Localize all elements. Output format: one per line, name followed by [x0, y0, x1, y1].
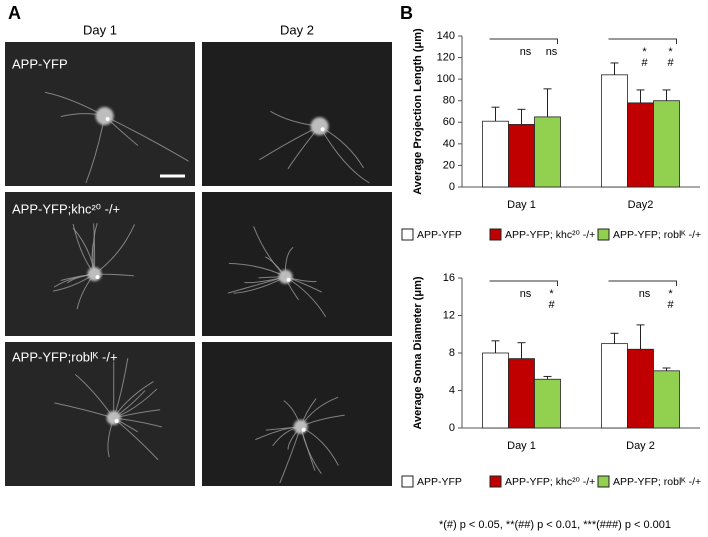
significance-label: ns	[520, 288, 532, 300]
y-axis-label: Average Projection Length (μm)	[412, 28, 424, 195]
error-bar	[636, 324, 645, 350]
panel-label: A	[8, 3, 21, 23]
y-tick-label: 140	[437, 30, 455, 42]
image-label: APP-YFP	[12, 56, 68, 71]
error-bar	[517, 342, 526, 359]
error-bar	[610, 332, 619, 344]
significance-label: ns	[546, 46, 558, 58]
legend-swatch	[489, 475, 502, 488]
legend-label: APP-YFP; khc²⁰ -/+	[505, 476, 595, 488]
error-bar	[543, 88, 552, 117]
significance-label: ns	[520, 46, 532, 58]
significance-label: *	[668, 288, 673, 300]
significance-label: #	[667, 299, 674, 311]
panel-label: B	[400, 3, 413, 23]
soma-spot	[114, 418, 119, 423]
micrograph	[202, 192, 392, 336]
soma	[310, 117, 329, 136]
image-label: APP-YFP;khc²⁰ -/+	[12, 201, 120, 216]
bar	[653, 100, 680, 188]
significance-bracket	[608, 280, 677, 286]
soma-spot	[95, 275, 100, 280]
legend-label: APP-YFP; roblᴷ -/+	[613, 229, 701, 241]
legend-swatch	[597, 228, 610, 241]
neurite	[104, 115, 189, 162]
error-bar	[517, 108, 526, 125]
y-tick-label: 16	[443, 272, 455, 284]
legend-swatch	[597, 475, 610, 488]
y-tick-label: 8	[449, 347, 455, 359]
soma	[95, 107, 114, 126]
legend-label: APP-YFP	[417, 476, 462, 488]
error-bar	[491, 106, 500, 122]
soma-spot	[105, 117, 110, 122]
significance-bracket	[608, 38, 677, 44]
soma	[106, 410, 121, 425]
significance-label: *	[549, 288, 554, 300]
significance-label: #	[667, 57, 674, 69]
soma-spot	[301, 427, 306, 432]
error-bar	[662, 89, 671, 101]
column-label: Day 1	[83, 22, 117, 37]
significance-label: #	[641, 57, 648, 69]
y-tick-label: 12	[443, 309, 455, 321]
y-tick-label: 80	[443, 95, 455, 107]
significance-label: #	[548, 299, 555, 311]
legend-label: APP-YFP; khc²⁰ -/+	[505, 229, 595, 241]
y-tick-label: 20	[443, 159, 455, 171]
image-label: APP-YFP;roblᴷ -/+	[12, 349, 118, 364]
y-tick-label: 100	[437, 73, 455, 85]
soma-spot	[286, 277, 291, 282]
bar	[601, 343, 628, 429]
error-bar	[610, 62, 619, 75]
micrograph	[202, 42, 392, 186]
significance-bracket	[489, 38, 558, 44]
bar	[534, 378, 561, 429]
error-bar	[636, 89, 645, 103]
y-tick-label: 120	[437, 51, 455, 63]
micrograph	[5, 192, 195, 336]
y-tick-label: 4	[449, 384, 455, 396]
x-tick-label: Day 1	[507, 440, 536, 452]
legend-swatch	[401, 475, 414, 488]
soma	[278, 269, 293, 284]
significance-label: *	[642, 46, 647, 58]
y-tick-label: 0	[449, 181, 455, 193]
bar	[482, 352, 509, 429]
soma	[87, 267, 102, 282]
legend-swatch	[401, 228, 414, 241]
error-bar	[662, 367, 671, 371]
significance-label: ns	[639, 288, 651, 300]
significance-bracket	[489, 280, 558, 286]
micrograph	[202, 342, 392, 486]
legend-label: APP-YFP	[417, 229, 462, 241]
x-tick-label: Day2	[628, 199, 654, 211]
bar	[601, 74, 628, 188]
soma-spot	[320, 127, 325, 132]
legend-swatch	[489, 228, 502, 241]
x-tick-label: Day 2	[626, 440, 655, 452]
significance-label: *	[668, 46, 673, 58]
error-bar	[491, 340, 500, 353]
bar	[508, 358, 535, 429]
bar	[482, 120, 509, 188]
footnote: *(#) p < 0.05, **(##) p < 0.01, ***(###)…	[439, 519, 671, 531]
error-bar	[543, 375, 552, 380]
y-axis-label: Average Soma Diameter (μm)	[412, 276, 424, 429]
y-tick-label: 60	[443, 116, 455, 128]
column-label: Day 2	[280, 22, 314, 37]
bar	[653, 370, 680, 429]
y-tick-label: 40	[443, 138, 455, 150]
x-tick-label: Day 1	[507, 199, 536, 211]
legend-label: APP-YFP; roblᴷ -/+	[613, 476, 701, 488]
y-tick-label: 0	[449, 422, 455, 434]
bar	[508, 124, 535, 188]
bar	[534, 116, 561, 188]
soma	[293, 419, 308, 434]
bar	[627, 348, 654, 429]
bar	[627, 102, 654, 188]
